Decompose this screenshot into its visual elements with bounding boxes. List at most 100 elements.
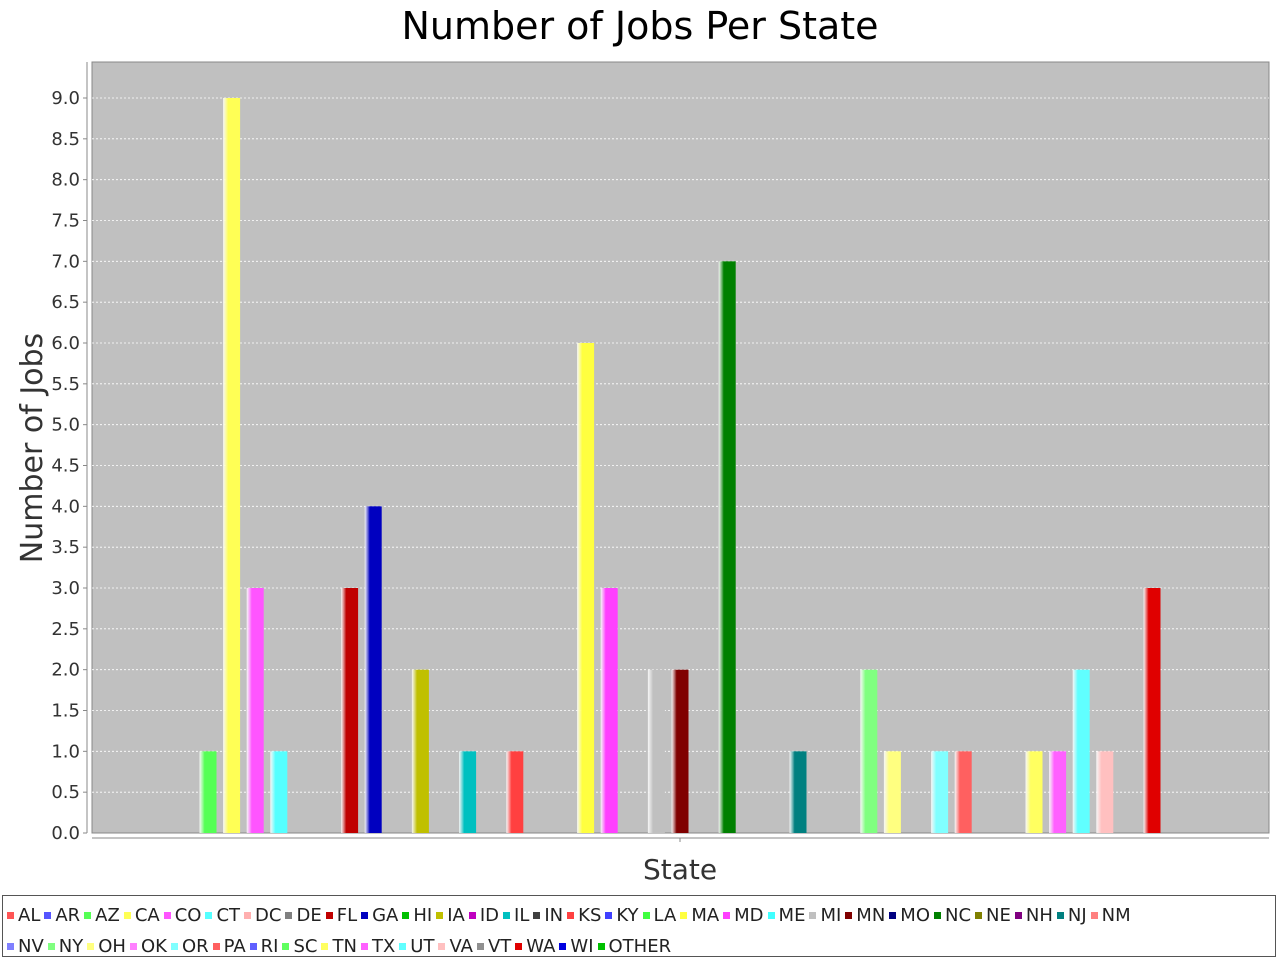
bar-ct xyxy=(270,751,288,833)
legend-item-la: LA xyxy=(642,905,677,926)
legend-item-va: VA xyxy=(438,936,473,957)
legend-label: VT xyxy=(487,936,512,957)
legend-swatch xyxy=(399,943,407,950)
bar-ia xyxy=(411,669,429,833)
bar-tn xyxy=(1025,751,1043,833)
legend-swatch xyxy=(47,943,55,950)
bar-fl xyxy=(341,588,359,833)
legend-item-il: IL xyxy=(503,905,529,926)
legend-item-nc: NC xyxy=(934,905,971,926)
y-tick-label: 4.5 xyxy=(51,456,80,477)
bar-ut xyxy=(1072,669,1090,833)
legend-swatch xyxy=(767,912,775,919)
legend-label: ME xyxy=(778,905,806,926)
y-tick-label: 2.5 xyxy=(51,619,80,640)
legend-swatch xyxy=(559,943,567,950)
legend-label: MA xyxy=(691,905,720,926)
bar-ny xyxy=(860,669,878,833)
legend-item-co: CO xyxy=(163,905,201,926)
legend-swatch xyxy=(7,943,14,950)
y-tick-label: 0.5 xyxy=(51,782,80,803)
legend-label: HI xyxy=(413,905,433,926)
legend-swatch xyxy=(889,912,897,919)
legend-item-ok: OK xyxy=(129,936,167,957)
legend-label: KS xyxy=(578,905,602,926)
legend-label: NM xyxy=(1101,905,1131,926)
legend-item-mi: MI xyxy=(809,905,841,926)
legend-label: OK xyxy=(140,936,167,957)
legend-label: GA xyxy=(372,905,399,926)
legend-item-nh: NH xyxy=(1014,905,1053,926)
legend-item-ky: KY xyxy=(605,905,639,926)
legend-item-sc: SC xyxy=(282,936,317,957)
legend-swatch xyxy=(642,912,650,919)
bar-va xyxy=(1096,751,1114,833)
legend-label: OTHER xyxy=(608,936,672,957)
legend-swatch xyxy=(285,912,293,919)
legend-item-mn: MN xyxy=(845,905,885,926)
legend-label: LA xyxy=(653,905,677,926)
y-tick-label: 3.5 xyxy=(51,537,80,558)
legend-row: AL AR AZ CA CO CT DC DE FL GA HI IA ID IL IN KS KY LA MA MD… xyxy=(7,900,1275,931)
bar-az xyxy=(199,751,217,833)
legend-label: MD xyxy=(734,905,764,926)
legend-swatch xyxy=(468,912,476,919)
legend-label: KY xyxy=(616,905,639,926)
legend-label: NJ xyxy=(1067,905,1087,926)
legend-item-nm: NM xyxy=(1090,905,1131,926)
legend-label: DE xyxy=(296,905,322,926)
legend-label: IN xyxy=(544,905,564,926)
legend-item-ks: KS xyxy=(567,905,601,926)
legend-swatch xyxy=(809,912,817,919)
legend-label: WA xyxy=(526,936,556,957)
legend: AL AR AZ CA CO CT DC DE FL GA HI IA ID IL IN KS KY LA MA MD… xyxy=(2,895,1276,957)
bar-wa xyxy=(1143,588,1161,833)
legend-swatch xyxy=(402,912,410,919)
bar-ks xyxy=(506,751,524,833)
legend-item-ct: CT xyxy=(205,905,240,926)
legend-swatch xyxy=(515,943,523,950)
legend-item-vt: VT xyxy=(476,936,512,957)
legend-item-oh: OH xyxy=(87,936,126,957)
bar-ca xyxy=(223,98,241,833)
legend-item-ga: GA xyxy=(361,905,398,926)
legend-item-hi: HI xyxy=(402,905,432,926)
legend-swatch xyxy=(321,943,329,950)
legend-label: NC xyxy=(945,905,972,926)
legend-label: NH xyxy=(1025,905,1053,926)
legend-item-id: ID xyxy=(468,905,500,926)
legend-item-nv: NV xyxy=(7,936,44,957)
legend-swatch xyxy=(1014,912,1022,919)
legend-swatch xyxy=(282,943,290,950)
legend-label: VA xyxy=(449,936,473,957)
legend-label: MI xyxy=(820,905,842,926)
legend-swatch xyxy=(360,943,368,950)
y-tick-label: 8.0 xyxy=(51,170,80,191)
bar-chart: 0.0 0.5 1.0 1.5 2.0 2.5 3.0 3.5 4.0 4.5 5.0 5.5 6.0 6… xyxy=(15,61,1270,886)
bar-mn xyxy=(671,669,689,833)
legend-item-ca: CA xyxy=(123,905,160,926)
legend-item-pa: PA xyxy=(212,936,246,957)
legend-item-ny: NY xyxy=(47,936,83,957)
legend-swatch xyxy=(567,912,575,919)
legend-item-mo: MO xyxy=(889,905,930,926)
legend-swatch xyxy=(503,912,511,919)
legend-label: UT xyxy=(410,936,435,957)
legend-label: DC xyxy=(255,905,282,926)
y-tick-label: 4.0 xyxy=(51,496,80,517)
legend-swatch xyxy=(7,912,14,919)
legend-swatch xyxy=(123,912,131,919)
legend-swatch xyxy=(44,912,52,919)
bars xyxy=(199,98,1161,833)
y-tick-label: 6.0 xyxy=(51,333,80,354)
legend-label: CT xyxy=(216,905,241,926)
legend-label: ID xyxy=(479,905,500,926)
x-axis-label: State xyxy=(643,853,717,886)
legend-label: TN xyxy=(332,936,357,957)
legend-label: PA xyxy=(223,936,246,957)
y-tick-label: 6.5 xyxy=(51,292,80,313)
legend-item-ri: RI xyxy=(249,936,278,957)
legend-swatch xyxy=(605,912,613,919)
legend-swatch xyxy=(170,943,178,950)
legend-item-wa: WA xyxy=(515,936,555,957)
